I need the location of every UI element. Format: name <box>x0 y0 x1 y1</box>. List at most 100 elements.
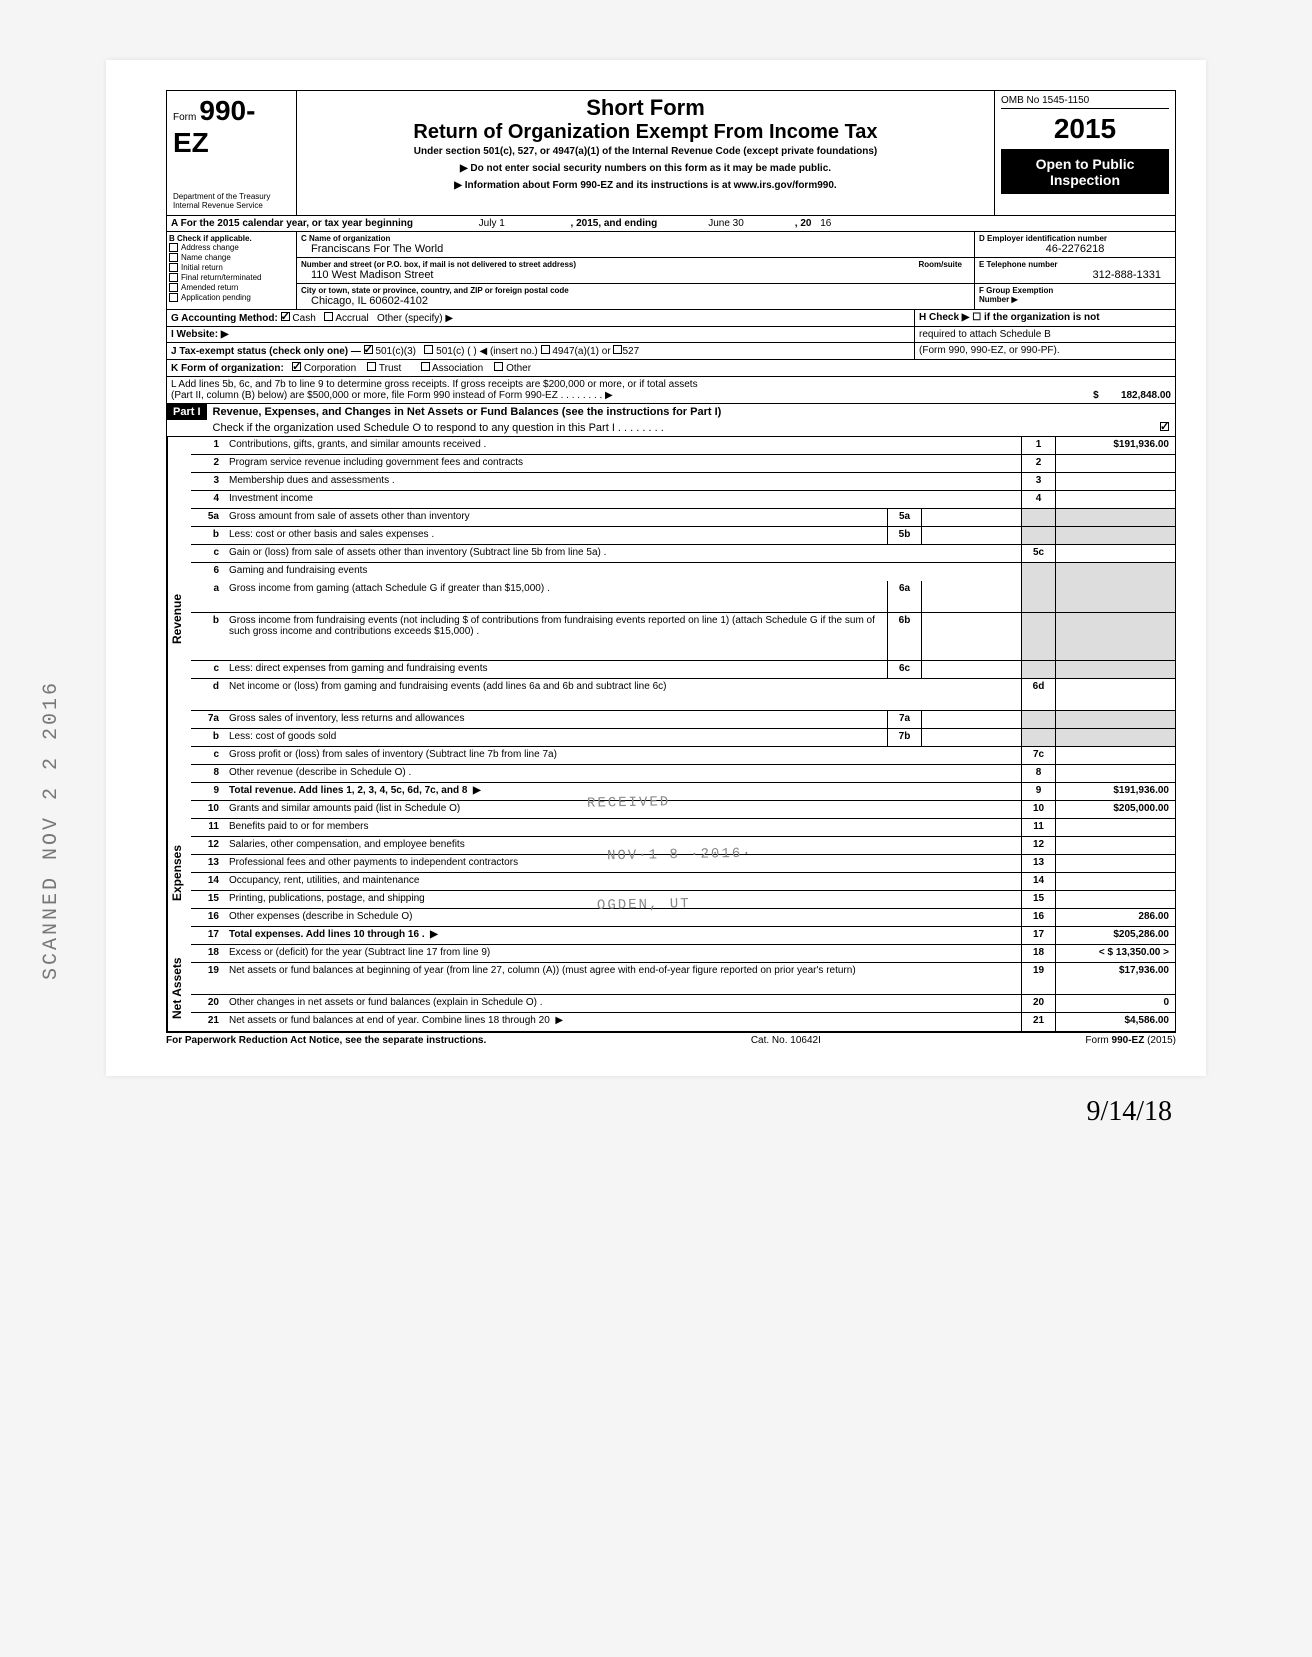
received-date: NOV·1 8 ·2016· <box>607 845 753 864</box>
line10-val: $205,000.00 <box>1055 801 1175 818</box>
line20-desc: Other changes in net assets or fund bala… <box>227 995 1021 1012</box>
k-other: Other <box>506 363 531 374</box>
b-final: Final return/terminated <box>181 273 261 282</box>
line17-desc: Total expenses. Add lines 10 through 16 … <box>229 929 425 940</box>
chk-final[interactable] <box>169 273 178 282</box>
j-b: 501(c) ( <box>436 346 470 357</box>
rowA-prefix: A For the 2015 calendar year, or tax yea… <box>171 218 413 229</box>
chk-4947[interactable] <box>541 345 550 354</box>
rowA-begin: July 1 <box>422 218 562 229</box>
line18-desc: Excess or (deficit) for the year (Subtra… <box>227 945 1021 962</box>
g-label: G Accounting Method: <box>171 313 278 324</box>
chk-cash[interactable] <box>281 312 290 321</box>
chk-address[interactable] <box>169 243 178 252</box>
line6d-desc: Net income or (loss) from gaming and fun… <box>227 679 1021 710</box>
line6a-desc: Gross income from gaming (attach Schedul… <box>227 581 887 612</box>
line6c-desc: Less: direct expenses from gaming and fu… <box>227 661 887 678</box>
c-name: Franciscans For The World <box>301 243 970 255</box>
k-assoc: Association <box>432 363 483 374</box>
chk-schedule-o[interactable] <box>1160 422 1169 431</box>
rowA-end: June 30 <box>666 218 786 229</box>
line2-desc: Program service revenue including govern… <box>227 455 1021 472</box>
footer-mid: Cat. No. 10642I <box>751 1035 821 1046</box>
part1-header: Part I Revenue, Expenses, and Changes in… <box>166 404 1176 437</box>
line16-val: 286.00 <box>1055 909 1175 926</box>
expenses-section: Expenses 10Grants and similar amounts pa… <box>166 801 1176 945</box>
j-a: 501(c)(3) <box>375 346 416 357</box>
row-gh: G Accounting Method: Cash Accrual Other … <box>166 310 1176 327</box>
h-label: H Check ▶ ☐ if the organization is not <box>919 312 1100 323</box>
l-amt: 182,848.00 <box>1121 390 1171 401</box>
c-addr-label: Number and street (or P.O. box, if mail … <box>301 260 576 269</box>
j-label: J Tax-exempt status (check only one) — <box>171 346 361 357</box>
chk-501c3[interactable] <box>364 345 373 354</box>
handwritten-signature: 9/14/18 <box>80 1076 1232 1148</box>
part1-check: Check if the organization used Schedule … <box>213 422 664 434</box>
note-ssn: ▶ Do not enter social security numbers o… <box>303 163 988 174</box>
chk-other[interactable] <box>494 362 503 371</box>
d-grp-label: F Group Exemption <box>979 286 1171 295</box>
row-j: J Tax-exempt status (check only one) — 5… <box>166 343 1176 360</box>
line6b-desc: Gross income from fundraising events (no… <box>227 613 887 660</box>
chk-initial[interactable] <box>169 263 178 272</box>
c-city: Chicago, IL 60602-4102 <box>301 295 970 307</box>
line6b-mini: 6b <box>887 613 921 660</box>
row-a: A For the 2015 calendar year, or tax yea… <box>166 216 1176 232</box>
open-line1: Open to Public <box>1005 156 1165 172</box>
b-address: Address change <box>181 243 239 252</box>
line9-val: $191,936.00 <box>1055 783 1175 800</box>
h-line2: required to attach Schedule B <box>919 329 1051 340</box>
chk-corp[interactable] <box>292 362 301 371</box>
g-accrual: Accrual <box>335 313 368 324</box>
g-cash: Cash <box>292 313 315 324</box>
j-d: 4947(a)(1) or <box>552 346 610 357</box>
block-bf: B Check if applicable. Address change Na… <box>166 232 1176 310</box>
scanned-stamp: SCANNED NOV 2 2 2016 <box>40 680 63 980</box>
d-tel-label: E Telephone number <box>979 260 1171 269</box>
revenue-label: Revenue <box>167 437 191 801</box>
chk-amended[interactable] <box>169 283 178 292</box>
chk-501c[interactable] <box>424 345 433 354</box>
line19-desc: Net assets or fund balances at beginning… <box>227 963 1021 994</box>
c-name-label: C Name of organization <box>301 234 970 243</box>
line7a-mini: 7a <box>887 711 921 728</box>
chk-assoc[interactable] <box>421 362 430 371</box>
title-short: Short Form <box>303 95 988 121</box>
line8-desc: Other revenue (describe in Schedule O) . <box>227 765 1021 782</box>
row-k: K Form of organization: Corporation Trus… <box>166 360 1176 377</box>
h-line3: (Form 990, 990-EZ, or 990-PF). <box>919 345 1060 356</box>
g-other: Other (specify) ▶ <box>377 313 453 324</box>
line21-desc: Net assets or fund balances at end of ye… <box>229 1015 550 1026</box>
line1-desc: Contributions, gifts, grants, and simila… <box>227 437 1021 454</box>
line21-val: $4,586.00 <box>1055 1013 1175 1031</box>
line5a-mini: 5a <box>887 509 921 526</box>
chk-name[interactable] <box>169 253 178 262</box>
title-return: Return of Organization Exempt From Incom… <box>303 121 988 144</box>
line7c-desc: Gross profit or (loss) from sales of inv… <box>227 747 1021 764</box>
line6a-mini: 6a <box>887 581 921 612</box>
form-number: 990-EZ <box>173 95 255 158</box>
line7b-mini: 7b <box>887 729 921 746</box>
line1-val: $191,936.00 <box>1055 437 1175 454</box>
line5c-desc: Gain or (loss) from sale of assets other… <box>227 545 1021 562</box>
tax-year: 2015 <box>1001 109 1169 150</box>
d-tel: 312-888-1331 <box>979 269 1171 281</box>
subtitle: Under section 501(c), 527, or 4947(a)(1)… <box>303 146 988 157</box>
row-l: L Add lines 5b, 6c, and 7b to line 9 to … <box>166 377 1176 404</box>
c-room-label: Room/suite <box>918 260 962 269</box>
chk-527[interactable] <box>613 345 622 354</box>
note-info: ▶ Information about Form 990-EZ and its … <box>303 180 988 191</box>
rowA-suffix: , 20 <box>795 218 812 229</box>
b-initial: Initial return <box>181 263 223 272</box>
d-ein-label: D Employer identification number <box>979 234 1171 243</box>
chk-accrual[interactable] <box>324 312 333 321</box>
l-cur: $ <box>1093 390 1099 401</box>
omb-number: OMB No 1545-1150 <box>1001 95 1169 109</box>
chk-pending[interactable] <box>169 293 178 302</box>
row-i: I Website: ▶ required to attach Schedule… <box>166 327 1176 343</box>
line7a-desc: Gross sales of inventory, less returns a… <box>227 711 887 728</box>
rowA-mid: , 2015, and ending <box>571 218 658 229</box>
line19-val: $17,936.00 <box>1055 963 1175 994</box>
part1-badge: Part I <box>167 404 207 420</box>
chk-trust[interactable] <box>367 362 376 371</box>
